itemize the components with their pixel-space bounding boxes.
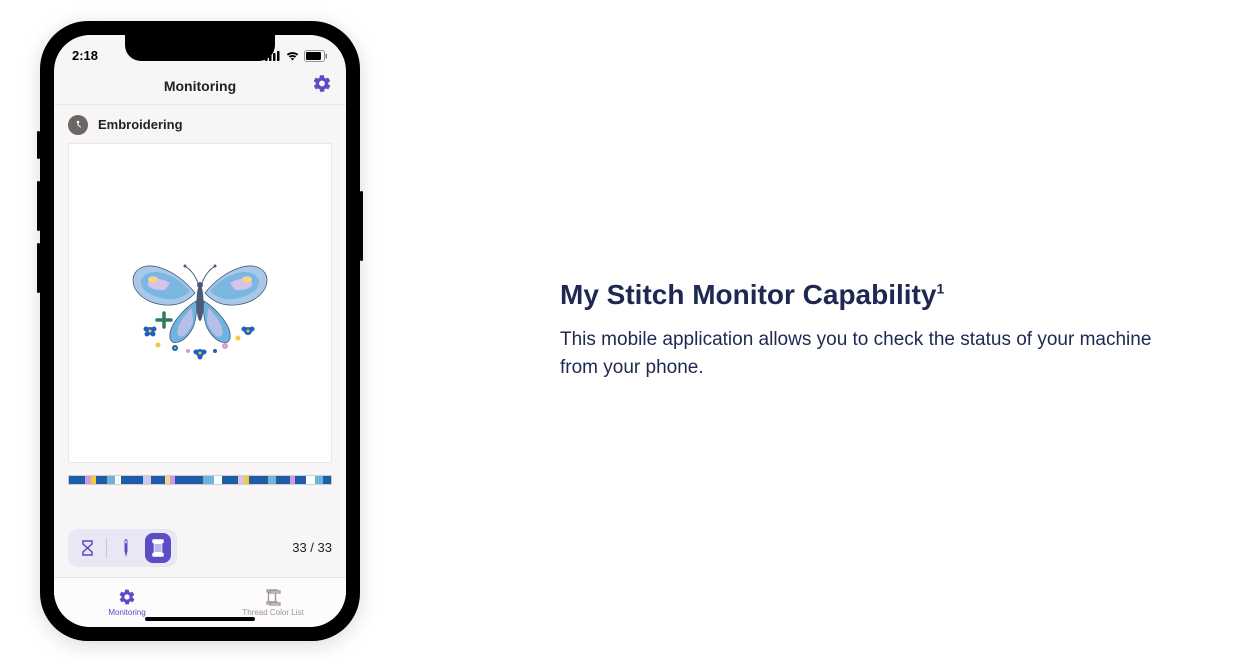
heading-footnote: 1 (936, 281, 944, 297)
thread-segment (107, 476, 115, 484)
heading-text: My Stitch Monitor Capability (560, 279, 936, 310)
wifi-icon (285, 50, 300, 61)
thread-list-tab-icon (264, 588, 282, 606)
home-indicator (145, 617, 255, 621)
tab-thread-list-label: Thread Color List (242, 608, 303, 617)
hourglass-icon (81, 540, 94, 556)
thread-segment (175, 476, 202, 484)
view-mode-group (68, 529, 177, 567)
thread-segment (96, 476, 107, 484)
thread-color-bar (68, 475, 332, 485)
preview-area (54, 143, 346, 505)
thread-segment (143, 476, 151, 484)
needle-icon (122, 539, 130, 557)
gear-icon (312, 74, 332, 94)
status-time: 2:18 (72, 48, 98, 63)
thread-segment (69, 476, 85, 484)
thread-segment (295, 476, 306, 484)
butterfly-artwork (120, 233, 280, 373)
thread-segment (222, 476, 238, 484)
monitoring-tab-icon (118, 588, 136, 606)
app-header: Monitoring (54, 69, 346, 105)
settings-button[interactable] (312, 74, 332, 99)
phone-notch (125, 35, 275, 61)
thread-segment (214, 476, 222, 484)
phone-side-button (37, 181, 40, 231)
machine-status-label: Embroidering (98, 117, 183, 132)
tab-monitoring-label: Monitoring (108, 608, 145, 617)
design-preview (68, 143, 332, 463)
spool-icon (151, 539, 165, 557)
machine-status-row: Embroidering (54, 105, 346, 143)
thread-segment (306, 476, 314, 484)
phone-side-button (360, 191, 363, 261)
battery-icon (304, 50, 328, 62)
thread-segment (315, 476, 323, 484)
thread-segment (276, 476, 290, 484)
marketing-description: This mobile application allows you to ch… (560, 326, 1180, 383)
hourglass-view-button[interactable] (74, 533, 100, 563)
status-right-icons (265, 50, 328, 62)
separator (106, 538, 107, 558)
phone-side-button (37, 131, 40, 159)
tool-row: 33 / 33 (54, 505, 346, 577)
phone-screen: 2:18 Monitoring Embroidering (54, 35, 346, 627)
thread-segment (151, 476, 165, 484)
thread-segment (121, 476, 143, 484)
phone-mockup-frame: 2:18 Monitoring Embroidering (40, 21, 360, 641)
needle-view-button[interactable] (113, 533, 139, 563)
marketing-text: My Stitch Monitor Capability1 This mobil… (560, 278, 1180, 383)
app-header-title: Monitoring (164, 78, 236, 94)
phone-side-button (37, 243, 40, 293)
thread-segment (268, 476, 276, 484)
thread-segment (203, 476, 214, 484)
spool-view-button[interactable] (145, 533, 171, 563)
color-count: 33 / 33 (292, 540, 332, 555)
marketing-heading: My Stitch Monitor Capability1 (560, 278, 1180, 312)
thread-segment (249, 476, 268, 484)
thread-segment (323, 476, 331, 484)
status-indicator-icon (68, 115, 88, 135)
